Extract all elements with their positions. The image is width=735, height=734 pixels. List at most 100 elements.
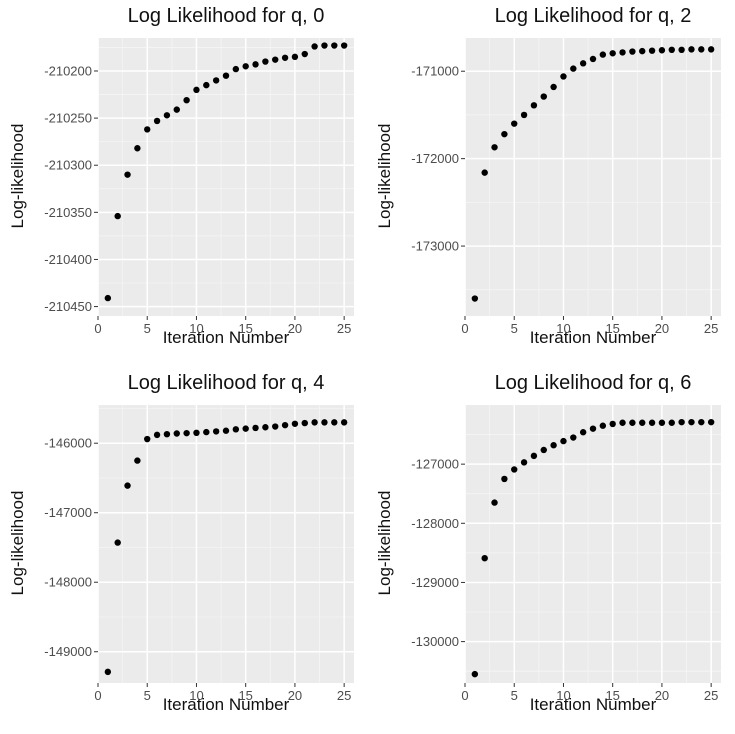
y-tick-label: -128000 [411, 516, 459, 531]
data-point [658, 47, 666, 54]
data-point [222, 427, 230, 434]
data-point [707, 418, 715, 426]
data-point [589, 425, 597, 432]
chart-plot: 0 5 10 15 20 25 -130000 -129000 -128000 -127000 [411, 405, 721, 703]
data-point [262, 58, 269, 65]
chart-title: Log Likelihood for q, 0 [127, 5, 325, 27]
data-point [242, 63, 249, 70]
plot-background [465, 405, 721, 683]
x-tick-label: 5 [511, 321, 518, 336]
x-tick-label: 25 [337, 688, 351, 703]
data-point [530, 102, 538, 109]
data-point [520, 111, 528, 119]
data-point [134, 145, 141, 152]
chart-title: Log Likelihood for q, 4 [127, 372, 325, 394]
data-point [560, 73, 567, 80]
data-point [232, 426, 240, 433]
x-tick-label: 20 [288, 321, 302, 336]
plot-background [98, 38, 354, 316]
x-tick-label: 15 [605, 688, 619, 703]
x-tick-label: 20 [655, 321, 669, 336]
data-point [629, 48, 636, 55]
y-tick-label: -129000 [411, 575, 459, 590]
data-point [639, 419, 646, 426]
chart-plot: 0 5 10 15 20 25 -210450 -210400 -210350 -210300 -2… [44, 38, 354, 336]
data-point [668, 46, 675, 54]
data-point [104, 668, 112, 676]
data-point [491, 499, 498, 506]
data-point [291, 420, 299, 427]
plot-background [465, 38, 721, 316]
x-tick-label: 25 [337, 321, 351, 336]
data-point [203, 81, 210, 89]
data-point [232, 65, 240, 73]
x-tick-label: 10 [556, 688, 570, 703]
data-point [609, 420, 616, 428]
y-tick-label: -149000 [44, 644, 92, 659]
data-point [570, 65, 577, 72]
y-axis-label: Log-likelihood [375, 123, 394, 229]
x-tick-label: 5 [144, 321, 151, 336]
y-tick-label: -130000 [411, 634, 459, 649]
x-axis-label: Iteration Number [529, 328, 657, 347]
chart-panel: 0 5 10 15 20 25 -210450 -210400 -210350 -210300 -2… [0, 0, 367, 367]
chart-panel: 0 5 10 15 20 25 -173000 -172000 -171000 Log Like… [367, 0, 734, 367]
data-point [619, 49, 626, 56]
data-point [668, 419, 675, 426]
data-point [639, 47, 646, 55]
y-axis-label: Log-likelihood [8, 490, 27, 596]
data-point [688, 418, 695, 426]
data-point [163, 112, 171, 119]
data-point [301, 419, 308, 427]
data-point [173, 106, 180, 113]
data-point [340, 419, 348, 426]
y-tick-label: -148000 [44, 575, 92, 590]
x-tick-label: 0 [461, 321, 468, 336]
data-point [599, 51, 607, 58]
data-point [114, 212, 121, 220]
data-point [144, 435, 151, 443]
x-tick-label: 25 [704, 688, 718, 703]
data-point [599, 422, 607, 429]
data-point [262, 424, 269, 431]
data-point [301, 50, 308, 58]
data-point [212, 77, 220, 84]
x-axis-label: Iteration Number [162, 695, 290, 714]
x-axis-label: Iteration Number [529, 695, 657, 714]
data-point [281, 421, 289, 429]
data-point [252, 424, 259, 432]
data-point [331, 42, 338, 49]
data-point [104, 294, 112, 302]
data-point [707, 46, 715, 53]
data-point [163, 430, 171, 438]
x-tick-label: 15 [238, 321, 252, 336]
data-point [648, 47, 656, 54]
y-axis-label: Log-likelihood [375, 490, 394, 596]
y-tick-label: -147000 [44, 505, 92, 520]
x-tick-label: 20 [655, 688, 669, 703]
x-tick-label: 15 [605, 321, 619, 336]
chart-title: Log Likelihood for q, 2 [494, 5, 692, 27]
y-tick-label: -173000 [411, 239, 459, 254]
data-point [311, 43, 318, 50]
data-point [520, 459, 528, 466]
data-point [629, 419, 636, 426]
data-point [619, 419, 626, 426]
y-tick-label: -210350 [44, 205, 92, 220]
data-point [540, 93, 547, 100]
data-point [570, 434, 577, 441]
y-tick-label: -210400 [44, 252, 92, 267]
data-point [222, 72, 230, 79]
x-tick-label: 5 [511, 688, 518, 703]
x-tick-label: 10 [189, 688, 203, 703]
data-point [203, 428, 210, 436]
data-point [481, 169, 488, 176]
data-point [471, 295, 479, 302]
chart-plot: 0 5 10 15 20 25 -149000 -148000 -147000 -146000 [44, 405, 354, 703]
data-point [124, 171, 131, 178]
data-point [491, 144, 498, 151]
data-point [648, 419, 656, 426]
data-point [609, 50, 616, 57]
chart-title: Log Likelihood for q, 6 [494, 372, 692, 394]
data-point [212, 428, 220, 435]
